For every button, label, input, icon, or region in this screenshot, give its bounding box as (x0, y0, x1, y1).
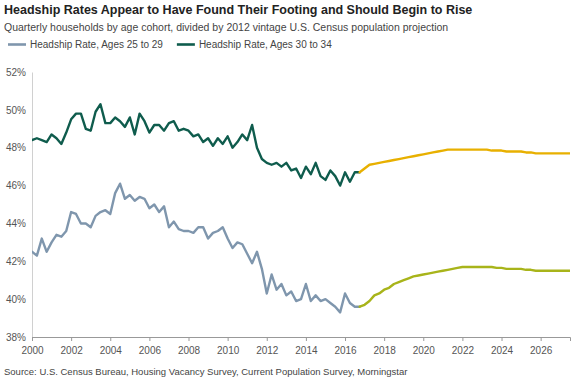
x-tick: 2020 (413, 337, 436, 356)
x-tick: 2016 (334, 337, 357, 356)
x-tick: 2010 (217, 337, 240, 356)
chart: Headship Rates Appear to Have Found Thei… (0, 0, 577, 381)
y-tick: 48% (6, 142, 32, 153)
x-tick-label: 2012 (256, 345, 279, 356)
x-tick-mark (149, 337, 150, 341)
x-tick-label: 2004 (100, 345, 123, 356)
legend-item: Headship Rate, Ages 30 to 34 (177, 39, 332, 50)
legend-item: Headship Rate, Ages 25 to 29 (8, 39, 163, 50)
x-tick-label: 2016 (334, 345, 357, 356)
x-tick: 2014 (295, 337, 318, 356)
x-tick-mark (228, 337, 229, 341)
x-tick-label: 2008 (178, 345, 201, 356)
x-tick-label: 2022 (452, 345, 475, 356)
legend: Headship Rate, Ages 25 to 29 Headship Rat… (8, 39, 332, 50)
y-tick: 50% (6, 105, 32, 116)
series-line (32, 104, 360, 185)
y-tick-label: 38% (6, 332, 26, 343)
x-tick-label: 2026 (530, 345, 553, 356)
y-tick-label: 46% (6, 180, 26, 191)
x-tick: 2024 (491, 337, 514, 356)
legend-swatch (177, 43, 195, 46)
y-tick: 38% (6, 332, 32, 343)
x-tick-mark (189, 337, 190, 341)
y-tick-label: 52% (6, 67, 26, 78)
y-tick-label: 42% (6, 256, 26, 267)
series-line (360, 267, 570, 307)
y-tick-label: 48% (6, 142, 26, 153)
series-line (360, 150, 570, 173)
x-tick-label: 2020 (413, 345, 436, 356)
legend-label: Headship Rate, Ages 30 to 34 (199, 39, 332, 50)
x-tick-label: 2018 (374, 345, 397, 356)
x-tick: 2008 (178, 337, 201, 356)
x-tick: 2006 (139, 337, 162, 356)
y-axis-line (32, 73, 33, 338)
x-tick-mark (32, 337, 33, 341)
y-tick: 42% (6, 256, 32, 267)
x-tick: 2000 (21, 337, 44, 356)
legend-label: Headship Rate, Ages 25 to 29 (30, 39, 163, 50)
title: Headship Rates Appear to Have Found Thei… (4, 3, 472, 17)
x-tick-label: 2014 (295, 345, 318, 356)
legend-swatch (8, 43, 26, 46)
x-tick-mark (345, 337, 346, 341)
x-tick-mark (267, 337, 268, 341)
x-tick-label: 2006 (139, 345, 162, 356)
x-tick: 2018 (374, 337, 397, 356)
source: Source: U.S. Census Bureau, Housing Vaca… (4, 366, 407, 377)
series-line (32, 184, 360, 313)
x-tick-mark (462, 337, 463, 341)
y-tick: 40% (6, 294, 32, 305)
y-tick-label: 50% (6, 105, 26, 116)
x-tick-mark (541, 337, 542, 341)
x-tick-label: 2002 (61, 345, 84, 356)
x-tick-mark (384, 337, 385, 341)
x-tick-mark (306, 337, 307, 341)
x-tick-mark (110, 337, 111, 341)
y-tick-label: 44% (6, 218, 26, 229)
x-tick-label: 2024 (491, 345, 514, 356)
y-axis: 38% 40% 42% 44% 46% 48% 50% 52% (6, 67, 33, 343)
x-tick: 2002 (61, 337, 84, 356)
x-tick: 2026 (530, 337, 553, 356)
x-tick-mark (502, 337, 503, 341)
x-axis-line (33, 338, 571, 342)
x-tick: 2022 (452, 337, 475, 356)
plot-area (32, 104, 570, 312)
x-tick-mark (71, 337, 72, 341)
y-tick: 46% (6, 180, 32, 191)
x-tick-label: 2000 (21, 345, 44, 356)
x-tick-label: 2010 (217, 345, 240, 356)
y-tick: 44% (6, 218, 32, 229)
x-axis: 2000 2002 2004 2006 2008 2010 2012 2014 2016 2018… (21, 337, 570, 356)
y-tick: 52% (6, 67, 32, 78)
x-tick: 2012 (256, 337, 279, 356)
x-tick-mark (423, 337, 424, 341)
y-tick-label: 40% (6, 294, 26, 305)
subtitle: Quarterly households by age cohort, divi… (4, 21, 448, 33)
x-tick: 2004 (100, 337, 123, 356)
